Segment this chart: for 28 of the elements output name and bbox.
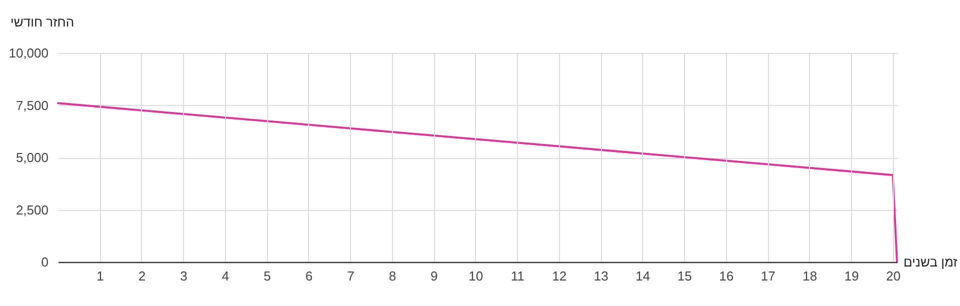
y-tick-label: 7,500 (16, 98, 48, 113)
x-tick-label: 13 (594, 268, 608, 284)
x-tick-label: 18 (802, 268, 818, 284)
x-tick-label: 12 (552, 268, 567, 284)
x-tick-label: 20 (886, 268, 901, 284)
x-tick-label: 15 (677, 268, 692, 284)
line-series (57, 102, 898, 263)
x-tick-label: 7 (347, 268, 354, 284)
x-tick-label: 2 (138, 268, 146, 284)
x-tick-label: 4 (222, 268, 230, 284)
x-tick-label: 10 (468, 268, 484, 284)
y-tick-label: 10,000 (8, 46, 48, 60)
x-tick-label: 5 (264, 268, 271, 284)
y-tick-label: 2,500 (16, 202, 48, 218)
x-tick-label: 9 (430, 268, 438, 284)
x-tick-label: 3 (180, 268, 188, 284)
x-tick-label: 14 (636, 268, 650, 284)
x-tick-label: 6 (305, 268, 313, 284)
y-tick-label: 5,000 (16, 150, 48, 165)
x-tick-label: 1 (96, 268, 104, 284)
x-tick-label: 16 (719, 268, 734, 284)
x-axis-title: זמן בשנים (904, 254, 958, 270)
y-tick-label: 0 (41, 254, 48, 270)
x-tick-label: 17 (760, 268, 776, 284)
y-axis-title: החזר חודשי (10, 14, 74, 30)
x-tick-label: 8 (388, 268, 396, 284)
x-tick-label: 19 (844, 268, 859, 284)
x-tick-label: 11 (510, 268, 524, 284)
